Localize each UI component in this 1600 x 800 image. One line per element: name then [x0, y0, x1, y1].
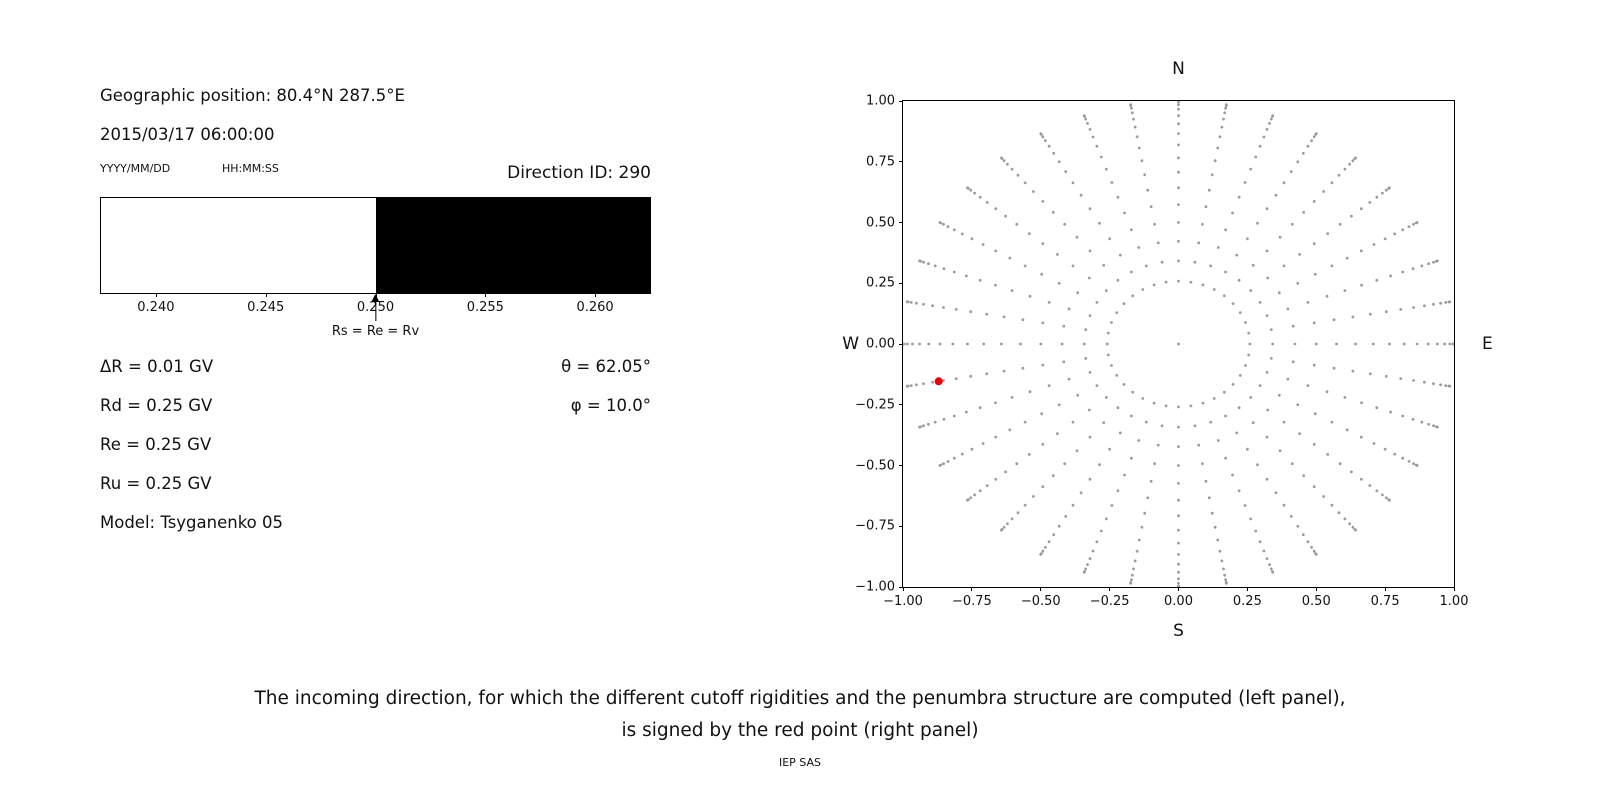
param-rd: Rd = 0.25 GV: [100, 396, 213, 415]
y-tick-mark: [899, 161, 903, 163]
penumbra-x-tick-label: 0.245: [247, 300, 285, 315]
x-tick-mark: [971, 587, 973, 591]
y-tick-mark: [899, 525, 903, 527]
y-tick-label: 0.25: [866, 275, 895, 291]
time-format-label: HH:MM:SS: [222, 162, 279, 175]
geographic-position: Geographic position: 80.4°N 287.5°E: [100, 86, 405, 105]
x-tick-label: −0.50: [1020, 594, 1061, 609]
red-point: [934, 377, 943, 386]
penumbra-segment: [375, 198, 650, 293]
y-tick-label: 0.50: [866, 215, 895, 230]
param-re: Re = 0.25 GV: [100, 435, 212, 454]
x-tick-mark: [1109, 587, 1111, 591]
penumbra-x-tick-mark: [595, 293, 597, 297]
x-tick-mark: [1178, 587, 1179, 591]
x-tick-label: 0.75: [1370, 594, 1400, 609]
compass-north-label: N: [1172, 59, 1185, 79]
penumbra-x-tick-mark: [155, 293, 157, 297]
caption-line-1: The incoming direction, for which the di…: [254, 688, 1346, 709]
param-model: Model: Tsyganenko 05: [100, 513, 284, 532]
x-tick-label: 0.50: [1301, 594, 1331, 609]
penumbra-x-tick-label: 0.255: [466, 300, 504, 315]
param-delta-r: ΔR = 0.01 GV: [100, 357, 214, 376]
date-format-label: YYYY/MM/DD: [100, 162, 171, 175]
x-tick-mark: [902, 587, 904, 591]
penumbra-x-tick-label: 0.240: [137, 300, 175, 315]
x-tick-label: 0.25: [1232, 594, 1262, 609]
y-tick-label: −0.50: [855, 458, 895, 473]
y-tick-mark: [899, 404, 903, 406]
direction-scatter-svg: [903, 101, 1454, 587]
y-tick-label: −0.25: [855, 397, 895, 413]
y-tick-mark: [899, 465, 903, 466]
penumbra-x-tick-mark: [485, 293, 487, 297]
x-tick-label: −0.25: [1089, 594, 1130, 609]
credit-label: IEP SAS: [778, 756, 822, 769]
penumbra-x-tick-mark: [265, 293, 267, 297]
y-tick-label: −0.75: [855, 518, 895, 534]
x-tick-label: 1.00: [1439, 594, 1469, 609]
y-tick-mark: [899, 100, 903, 102]
arrow-up-icon: [371, 294, 380, 302]
x-tick-mark: [1453, 587, 1455, 591]
caption-line-2: is signed by the red point (right panel): [621, 720, 979, 741]
x-tick-label: −0.75: [951, 594, 992, 609]
direction-plot: N S W E 1.00 0.75 0.50 0.25 0.00 −0.25 −0.50 −0…: [842, 59, 1493, 641]
x-tick-mark: [1246, 587, 1248, 591]
penumbra-segment: [101, 198, 376, 293]
y-tick-mark: [899, 222, 903, 223]
x-tick-label: 0.00: [1164, 594, 1193, 609]
rc-arrow: Rs = Re = Rv: [332, 293, 419, 339]
y-tick-label: −1.00: [855, 579, 895, 595]
arrow-stem: [374, 302, 377, 321]
x-tick-mark: [1315, 587, 1317, 591]
penumbra-x-tick-label: 0.260: [576, 300, 614, 315]
x-tick-mark: [1040, 587, 1042, 591]
y-tick-mark: [899, 586, 903, 588]
y-tick-label: 1.00: [866, 93, 895, 109]
x-tick-mark: [1384, 587, 1386, 591]
y-tick-mark: [899, 282, 903, 284]
compass-south-label: S: [1173, 621, 1184, 641]
direction-id: Direction ID: 290: [507, 163, 651, 183]
y-tick-label: 0.75: [866, 154, 895, 170]
compass-west-label: W: [842, 334, 859, 354]
compass-east-label: E: [1482, 334, 1493, 354]
x-tick-label: −1.00: [883, 594, 923, 609]
y-tick-label: 0.00: [866, 336, 895, 352]
y-tick-mark: [899, 343, 903, 345]
rc-arrow-label: Rs = Re = Rv: [331, 324, 420, 339]
theta-value: θ = 62.05°: [561, 357, 651, 376]
datetime: 2015/03/17 06:00:00: [100, 125, 275, 144]
phi-value: φ = 10.0°: [570, 396, 651, 415]
param-ru: Ru = 0.25 GV: [100, 474, 212, 493]
